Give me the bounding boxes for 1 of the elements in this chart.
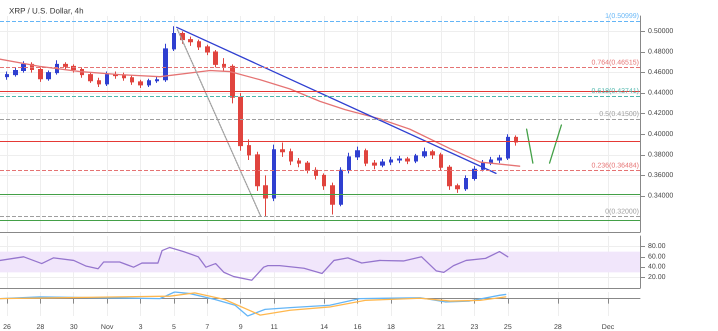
chart-title: XRP / U.S. Dollar, 4h xyxy=(9,6,84,16)
